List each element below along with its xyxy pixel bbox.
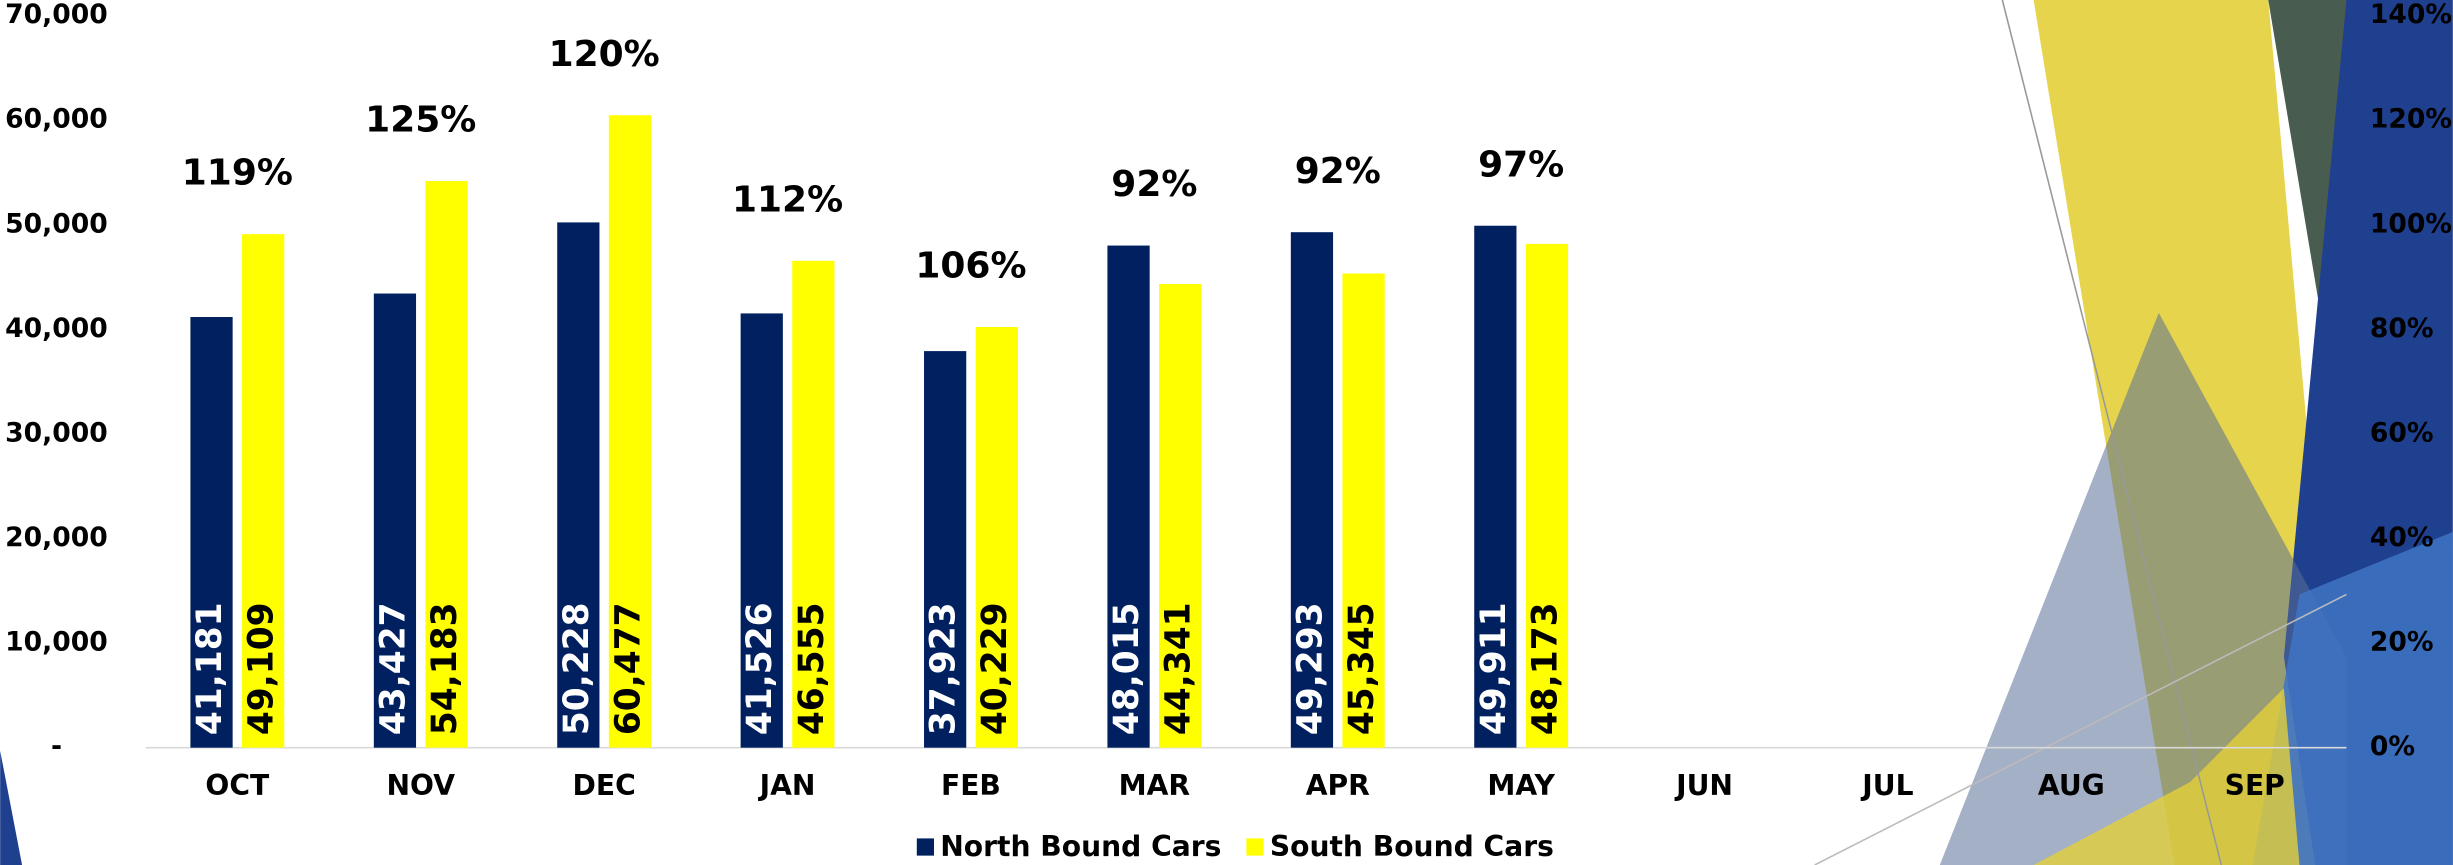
data-label: 41,526: [740, 602, 780, 735]
y2-tick-label: 40%: [2370, 522, 2434, 553]
y-tick-label: 10,000: [5, 627, 108, 658]
legend-label: North Bound Cars: [940, 830, 1221, 863]
data-label: 37,923: [924, 602, 964, 735]
y-tick-label: 50,000: [5, 208, 108, 239]
bar: [608, 115, 652, 748]
x-tick-label: APR: [1306, 769, 1370, 802]
y-tick-label: 70,000: [5, 0, 108, 30]
data-label: 50,228: [557, 602, 597, 735]
data-label: 43,427: [373, 602, 413, 735]
y2-tick-label: 100%: [2370, 208, 2452, 239]
y-tick-label: 40,000: [5, 313, 108, 344]
bar: [792, 260, 835, 748]
x-tick-label: AUG: [2038, 769, 2105, 802]
y2-tick-label: 80%: [2370, 313, 2434, 344]
bar: [425, 181, 468, 748]
y-tick-label: 60,000: [5, 104, 108, 135]
data-label: 45,345: [1342, 602, 1382, 735]
y2-tick-label: 120%: [2370, 104, 2452, 135]
bar: [1525, 243, 1569, 748]
ratio-label: 92%: [1111, 164, 1197, 205]
x-tick-label: MAY: [1487, 769, 1555, 802]
data-label: 40,229: [975, 602, 1015, 735]
legend-swatch: [916, 838, 934, 856]
ratio-label: 120%: [549, 34, 660, 75]
bar: [190, 317, 233, 748]
ratio-label: 106%: [915, 246, 1026, 287]
ratio-label: 119%: [182, 153, 293, 194]
x-tick-label: MAR: [1119, 769, 1191, 802]
bar: [1474, 225, 1517, 748]
x-tick-label: JAN: [758, 769, 816, 802]
ratio-label: 112%: [732, 179, 843, 220]
x-tick-label: OCT: [205, 769, 270, 802]
data-label: 48,015: [1107, 602, 1147, 735]
bar: [373, 293, 417, 748]
y2-tick-label: 60%: [2370, 417, 2434, 448]
bar: [1159, 283, 1202, 748]
x-tick-label: JUN: [1674, 769, 1733, 802]
legend-label: South Bound Cars: [1270, 830, 1554, 863]
data-label: 46,555: [792, 602, 832, 735]
y-tick-label: 20,000: [5, 522, 108, 553]
data-label: 44,341: [1159, 602, 1199, 735]
data-label: 49,109: [242, 602, 282, 735]
data-label: 49,293: [1290, 602, 1330, 735]
data-label: 49,911: [1474, 602, 1514, 735]
data-label: 48,173: [1525, 602, 1565, 735]
x-tick-label: SEP: [2225, 769, 2285, 802]
data-label: 41,181: [190, 602, 230, 735]
y-tick-label: -: [51, 731, 62, 762]
ratio-label: 92%: [1295, 151, 1381, 192]
ratio-label: 97%: [1478, 144, 1564, 185]
bar: [242, 234, 285, 748]
x-tick-label: JUL: [1860, 769, 1913, 802]
bar: [557, 222, 600, 748]
y2-tick-label: 0%: [2370, 731, 2415, 762]
bar: [1342, 273, 1385, 748]
x-tick-label: NOV: [386, 769, 455, 802]
y2-tick-label: 140%: [2370, 0, 2452, 30]
bar: [740, 313, 783, 748]
data-label: 54,183: [425, 602, 465, 735]
bar: [924, 351, 967, 748]
y-tick-label: 30,000: [5, 417, 108, 448]
y2-tick-label: 20%: [2370, 627, 2434, 658]
x-tick-label: DEC: [573, 769, 636, 802]
x-tick-label: FEB: [941, 769, 1001, 802]
bar: [975, 326, 1018, 748]
data-label: 60,477: [608, 602, 648, 735]
bar: [1290, 232, 1334, 748]
ratio-label: 125%: [365, 100, 476, 141]
legend-swatch: [1246, 838, 1264, 856]
bar: [1107, 245, 1150, 748]
